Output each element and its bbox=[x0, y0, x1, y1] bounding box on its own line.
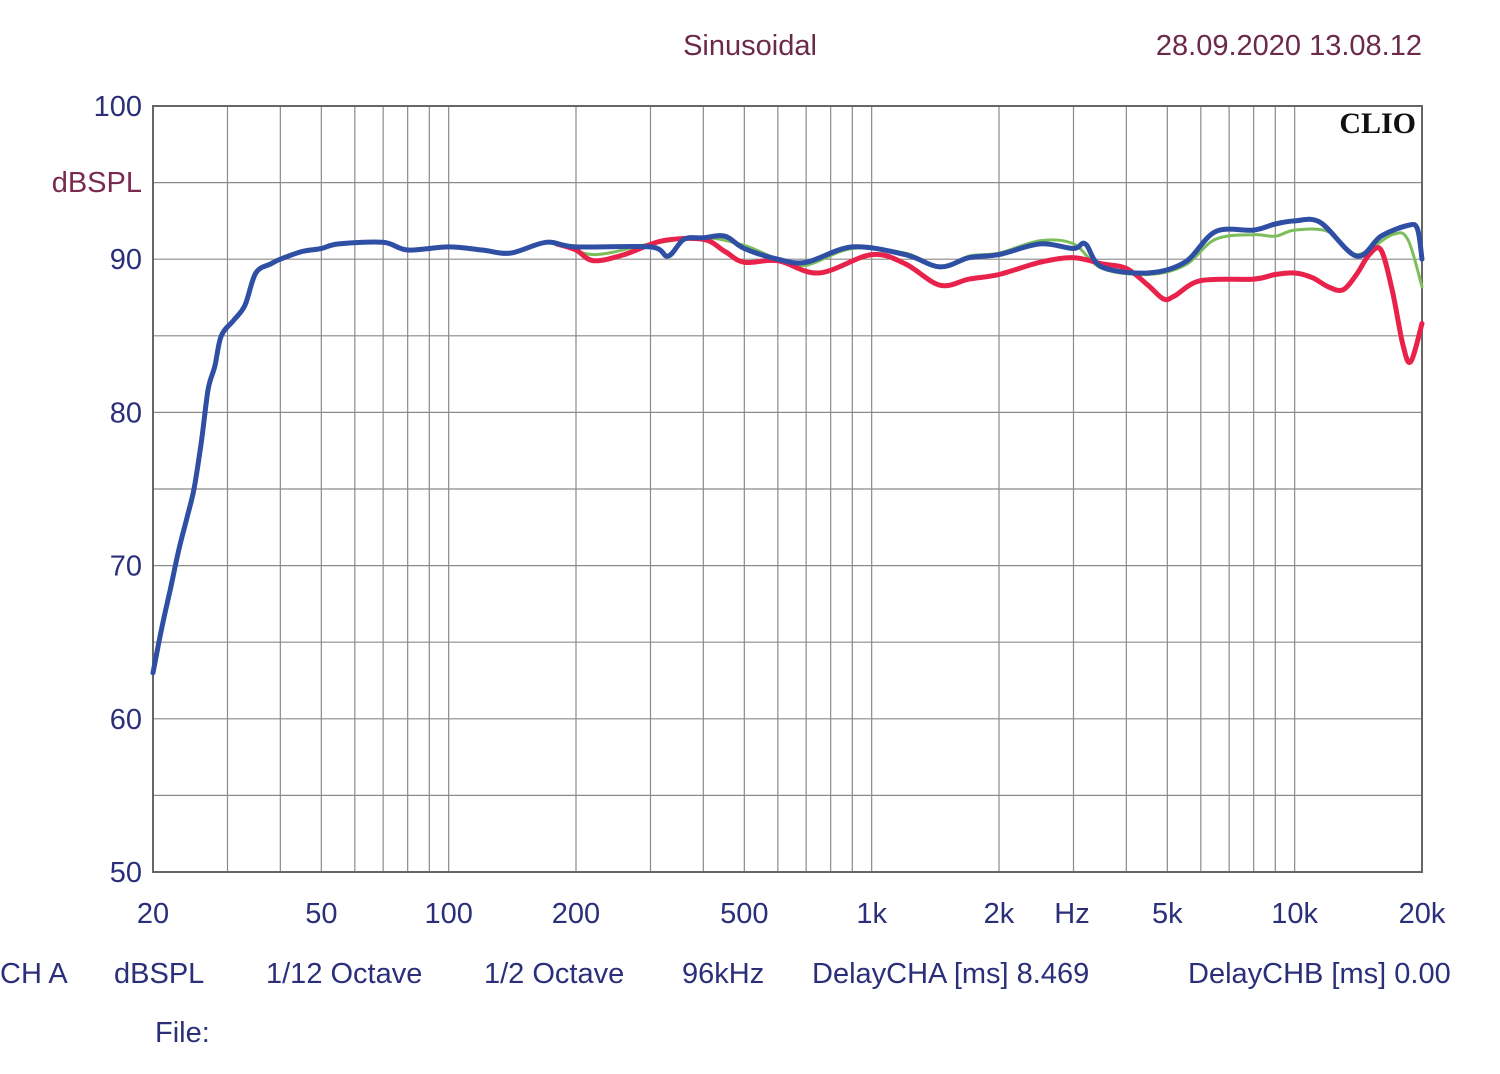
y-tick-label: 80 bbox=[110, 397, 142, 429]
x-tick-label: 10k bbox=[1271, 898, 1318, 930]
footer-delay-chb: DelayCHB [ms] 0.00 bbox=[1188, 958, 1451, 990]
x-tick-label: 5k bbox=[1152, 898, 1183, 930]
series-line-red bbox=[554, 235, 1425, 365]
x-axis-label: Hz bbox=[1054, 898, 1089, 930]
y-tick-labels: 100 90 80 70 60 50 bbox=[94, 91, 142, 889]
x-tick-label: 2k bbox=[984, 898, 1015, 930]
footer-unit: dBSPL bbox=[114, 958, 204, 990]
y-tick-label: 50 bbox=[110, 857, 142, 889]
x-tick-label: 20k bbox=[1399, 898, 1446, 930]
x-tick-label: 1k bbox=[856, 898, 887, 930]
measurement-datetime: 28.09.2020 13.08.12 bbox=[1156, 30, 1422, 62]
x-tick-labels: 20 50 100 200 500 1k 2k 5k 10k 20k bbox=[137, 898, 1446, 930]
plot-frame bbox=[152, 105, 1423, 873]
series-line-blue bbox=[150, 216, 1425, 676]
x-tick-label: 500 bbox=[720, 898, 768, 930]
brand-logo: CLIO bbox=[1339, 107, 1416, 140]
x-tick-label: 50 bbox=[305, 898, 337, 930]
x-tick-label: 200 bbox=[552, 898, 600, 930]
y-axis-label: dBSPL bbox=[52, 167, 142, 199]
x-tick-label: 20 bbox=[137, 898, 169, 930]
y-tick-label: 90 bbox=[110, 244, 142, 276]
footer-smoothing: 1/2 Octave bbox=[484, 958, 624, 990]
y-tick-label: 70 bbox=[110, 551, 142, 583]
measurement-mode-label: Sinusoidal bbox=[683, 30, 817, 62]
footer-file-label: File: bbox=[155, 1017, 210, 1049]
series-layer bbox=[150, 216, 1425, 676]
y-tick-label: 60 bbox=[110, 704, 142, 736]
x-tick-label: 100 bbox=[424, 898, 472, 930]
footer-delay-cha: DelayCHA [ms] 8.469 bbox=[812, 958, 1089, 990]
series-line-green bbox=[555, 227, 1424, 289]
footer-sample-rate: 96kHz bbox=[682, 958, 764, 990]
footer-info: CH A dBSPL 1/12 Octave 1/2 Octave 96kHz … bbox=[0, 958, 1451, 1049]
y-tick-label: 100 bbox=[94, 91, 142, 123]
grid-lines bbox=[153, 106, 1422, 872]
footer-resolution: 1/12 Octave bbox=[266, 958, 422, 990]
plot-area bbox=[150, 105, 1425, 873]
footer-channel: CH A bbox=[0, 958, 68, 990]
